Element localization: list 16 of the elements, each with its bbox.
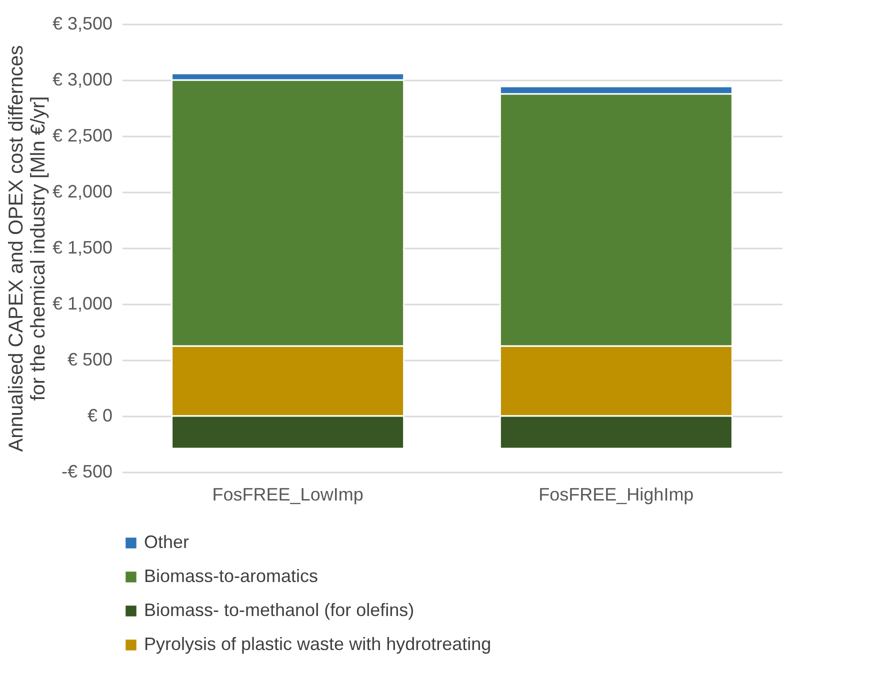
y-tick-label: € 1,000 <box>52 294 112 314</box>
legend-label: Other <box>144 532 190 552</box>
y-tick-label: € 0 <box>87 406 112 426</box>
legend-label: Biomass- to-methanol (for olefins) <box>144 600 414 620</box>
y-tick-label: € 1,500 <box>52 238 112 258</box>
y-tick-label: € 2,500 <box>52 126 112 146</box>
legend-label: Biomass-to-aromatics <box>144 566 318 586</box>
x-tick-label: FosFREE_HighImp <box>538 484 694 504</box>
y-tick-label: -€ 500 <box>61 462 112 482</box>
x-tick-label: FosFREE_LowImp <box>212 484 364 504</box>
y-axis-title: Annualised CAPEX and OPEX cost differnces for the chemical industry [Mln €/yr] <box>5 45 50 452</box>
y-tick-label: € 500 <box>67 350 112 370</box>
y-tick-label: € 3,000 <box>52 70 112 90</box>
legend-label: Pyrolysis of plastic waste with hydrotreating <box>144 634 492 654</box>
y-tick-label: € 3,500 <box>52 14 112 34</box>
y-tick-label: € 2,000 <box>52 182 112 202</box>
